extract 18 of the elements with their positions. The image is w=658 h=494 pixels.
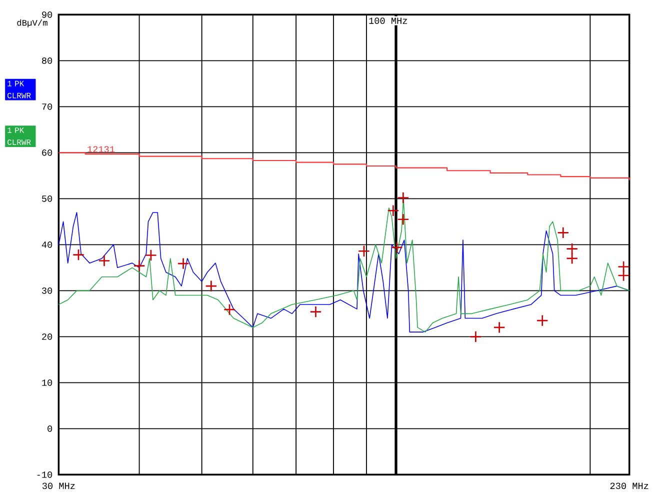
y-tick-label: 60 (42, 150, 52, 156)
ref-line-label: 100 MHz (369, 18, 407, 24)
y-tick-label: 10 (42, 380, 52, 386)
y-tick-label: 90 (42, 12, 52, 18)
text: 1 PK CLRWR (8, 80, 31, 98)
y-axis-title: dBµV/m (17, 19, 48, 28)
y-tick-label: 30 (42, 288, 52, 294)
y-tick-label: 50 (42, 196, 52, 202)
series-label: 12131 (88, 146, 115, 152)
y-tick-label: 70 (42, 104, 52, 110)
y-tick-label: 0 (48, 426, 52, 432)
text: 1 PK CLRWR (8, 128, 31, 145)
y-tick-label: 20 (42, 334, 52, 340)
y-tick-label: 40 (42, 242, 52, 248)
y-tick-label: -10 (37, 472, 52, 478)
x-tick-label: 230 MHz (610, 482, 648, 490)
x-tick-label: 30 MHz (42, 482, 75, 490)
y-tick-label: 80 (42, 58, 52, 64)
